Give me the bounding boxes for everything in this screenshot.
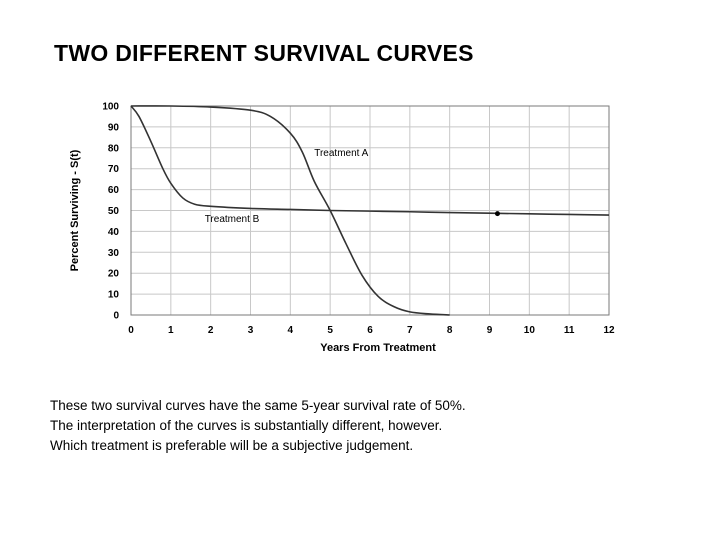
y-tick-label: 70: [108, 164, 120, 175]
x-tick-label: 3: [248, 325, 254, 336]
y-tick-label: 90: [108, 122, 120, 133]
notes-block: These two survival curves have the same …: [50, 398, 466, 458]
y-tick-label: 30: [108, 248, 120, 259]
x-tick-label: 0: [128, 325, 134, 336]
series-line-0: [130, 105, 450, 316]
series-layer: [130, 105, 610, 316]
annotation-layer: Treatment A Treatment B: [205, 148, 369, 225]
y-tick-label: 80: [108, 143, 120, 154]
grid-layer: [130, 105, 610, 316]
x-tick-label: 2: [208, 325, 214, 336]
x-tick-label: 12: [603, 325, 615, 336]
x-tick-label: 4: [288, 325, 294, 336]
data-point-marker: [494, 211, 500, 217]
series-label-1: Treatment B: [205, 214, 260, 225]
x-tick-label: 8: [447, 325, 453, 336]
y-tick-label: 60: [108, 185, 120, 196]
x-axis-label: Years From Treatment: [320, 342, 436, 354]
y-tick-label: 100: [102, 102, 119, 113]
y-axis-label: Percent Surviving - S(t): [69, 149, 81, 271]
y-tick-label: 10: [108, 290, 120, 301]
plot-frame: [130, 105, 610, 316]
x-tick-label: 5: [327, 325, 333, 336]
x-tick-label: 1: [168, 325, 174, 336]
x-tick-label: 7: [407, 325, 413, 336]
y-tick-label: 50: [108, 206, 120, 217]
series-label-0: Treatment A: [314, 148, 368, 159]
x-tick-label: 6: [367, 325, 373, 336]
note-line-2: The interpretation of the curves is subs…: [50, 418, 443, 433]
x-tick-label: 11: [564, 325, 575, 336]
y-tick-label: 40: [108, 227, 120, 238]
series-line-1: [130, 105, 610, 216]
slide-title: TWO DIFFERENT SURVIVAL CURVES: [54, 40, 474, 66]
x-tick-label: 10: [524, 325, 536, 336]
y-tick-label: 20: [108, 269, 120, 280]
y-tick-label: 0: [113, 311, 119, 322]
note-line-1: These two survival curves have the same …: [50, 398, 466, 413]
axis-layer: 0 1 2 3 4 5 6 7 8 9 10 11 120102030405060708090100Ye…: [69, 102, 615, 355]
note-line-3: Which treatment is preferable will be a …: [50, 438, 414, 453]
x-tick-label: 9: [487, 325, 493, 336]
